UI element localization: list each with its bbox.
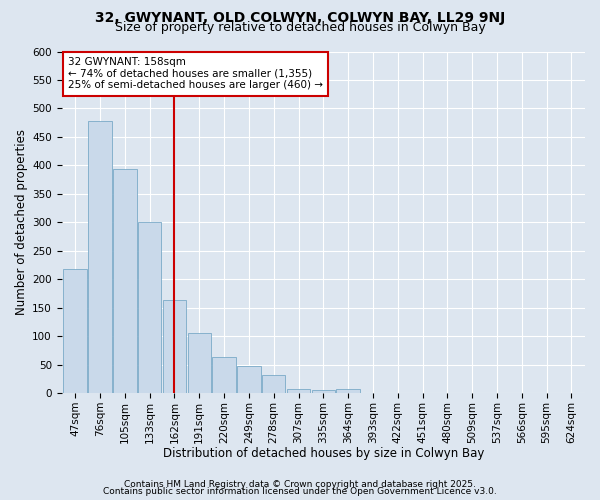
Text: 32, GWYNANT, OLD COLWYN, COLWYN BAY, LL29 9NJ: 32, GWYNANT, OLD COLWYN, COLWYN BAY, LL2… [95,11,505,25]
Y-axis label: Number of detached properties: Number of detached properties [15,130,28,316]
Bar [64,269,87,393]
Bar [163,300,186,393]
Text: Contains HM Land Registry data © Crown copyright and database right 2025.: Contains HM Land Registry data © Crown c… [124,480,476,489]
Bar [212,357,236,393]
Bar [287,389,310,393]
X-axis label: Distribution of detached houses by size in Colwyn Bay: Distribution of detached houses by size … [163,447,484,460]
Bar [138,222,161,393]
Text: 32 GWYNANT: 158sqm
← 74% of detached houses are smaller (1,355)
25% of semi-deta: 32 GWYNANT: 158sqm ← 74% of detached hou… [68,57,323,90]
Bar [88,121,112,393]
Bar [337,389,360,393]
Bar [188,334,211,393]
Text: Contains public sector information licensed under the Open Government Licence v3: Contains public sector information licen… [103,488,497,496]
Bar [113,170,137,393]
Bar [311,390,335,393]
Text: Size of property relative to detached houses in Colwyn Bay: Size of property relative to detached ho… [115,21,485,34]
Bar [262,375,286,393]
Bar [237,366,260,393]
